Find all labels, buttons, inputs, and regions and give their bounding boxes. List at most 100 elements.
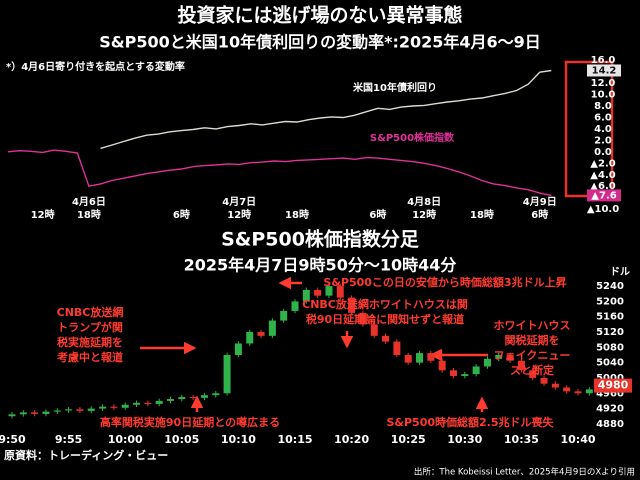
x-tick-label: 10:15	[277, 433, 312, 446]
candle-body	[404, 354, 412, 363]
candle-body	[178, 397, 186, 399]
candle-body	[461, 374, 469, 377]
y-tick-label: ▲4.0	[590, 170, 615, 181]
candle-body	[348, 297, 356, 313]
annotation: S&P500この日の安値から時価総額3兆ドル上昇	[323, 275, 566, 289]
y-tick-label: 5120	[596, 327, 624, 338]
x-tick-label: 12時	[31, 208, 55, 221]
candle-body	[382, 335, 390, 342]
x-tick-label: 10:40	[560, 433, 595, 446]
candle-body	[370, 324, 378, 336]
candle-body	[257, 332, 265, 336]
annotation: フェイクニュー	[494, 349, 571, 362]
value-label: 4980	[598, 379, 629, 392]
annotation: ホワイトハウス	[494, 319, 571, 332]
candle-body	[76, 409, 84, 411]
y-tick-label: 5000	[596, 373, 624, 384]
y-tick-label: 5160	[596, 312, 624, 323]
annotation: 関税延期を	[505, 333, 560, 347]
y-tick-label: ▲6.0	[590, 181, 615, 192]
value-label: 14.2	[592, 65, 617, 76]
candle-body	[472, 366, 480, 375]
candle-body	[280, 310, 288, 321]
series-label: S&P500株価指数	[370, 131, 455, 144]
y-tick-label: 8.0	[594, 101, 612, 112]
x-tick-label: 10:35	[504, 433, 539, 446]
y-tick-label: 6.0	[594, 112, 612, 123]
value-label-bg	[594, 378, 632, 393]
candle-body	[449, 370, 457, 377]
y-tick-label: 4.0	[594, 124, 612, 135]
candle-body	[416, 353, 424, 363]
title: 投資家には逃げ場のない異常事態	[177, 4, 462, 27]
candle-body	[99, 406, 107, 409]
note: *）4月6日寄り付きを起点とする変動率	[6, 60, 185, 73]
candle-body	[144, 402, 152, 404]
x-tick-label: 10:30	[447, 433, 482, 446]
candle-body	[563, 387, 571, 392]
candle-body	[529, 370, 537, 378]
series-line	[100, 69, 552, 150]
annotation: 税90日延期論に関知せずと報道	[306, 312, 464, 326]
x-tick-label: 10:05	[164, 433, 199, 446]
annotation: 税実施延期を	[57, 335, 123, 349]
candle-body	[87, 408, 95, 411]
candle-body	[427, 353, 435, 361]
subtitle-2: 2025年4月7日9時50分〜10時44分	[184, 256, 457, 275]
annotation: 高率関税実施90日延期との噂広まる	[100, 415, 280, 429]
y-tick-label: 10.0	[591, 90, 616, 101]
candle-body	[212, 393, 220, 396]
title-2: S&P500株価指数分足	[221, 228, 420, 251]
source-left: 原資料：トレーディング・ビュー	[4, 448, 168, 462]
y-tick-label: ▲2.0	[590, 158, 615, 169]
source-right: 出所：The Kobeissi Letter、2025年4月9日のXより引用	[414, 467, 635, 478]
candle-body	[189, 397, 197, 399]
annotation: S&P500時価総額2.5兆ドル喪失	[386, 415, 554, 429]
subtitle: S&P500と米国10年債利回りの変動率*:2025年4月6〜9日	[99, 33, 541, 52]
x-tick-label: 6時	[531, 208, 548, 221]
y-tick-label: 5080	[596, 342, 624, 353]
date-label: 4月9日	[523, 196, 557, 208]
x-tick-label: 18時	[470, 208, 494, 221]
candle-body	[166, 399, 174, 401]
candle-body	[155, 400, 163, 404]
date-label: 4月7日	[222, 196, 256, 208]
value-label-bg	[587, 64, 621, 77]
candle-body	[506, 354, 514, 361]
candle-body	[223, 354, 231, 394]
x-tick-label: 18時	[77, 208, 101, 221]
candle-body	[325, 286, 333, 296]
candle-body	[268, 320, 276, 336]
annotation: CNBC放送網	[57, 305, 124, 319]
candle-body	[302, 289, 310, 302]
x-tick-label: 18時	[285, 208, 309, 221]
x-tick-label: 10:00	[108, 433, 143, 446]
x-tick-label: 6時	[369, 208, 386, 221]
annotation: トランプが関	[57, 320, 123, 334]
candle-body	[483, 358, 491, 367]
candle-body	[8, 414, 16, 417]
arrows	[140, 276, 489, 412]
x-tick-label: 12時	[227, 208, 251, 221]
candle-body	[246, 332, 254, 344]
candle-body	[42, 411, 50, 414]
x-tick-label: 10:25	[391, 433, 426, 446]
x-tick-label: 12時	[412, 208, 436, 221]
annotation: スと断定	[510, 363, 554, 377]
unit: ドル	[610, 266, 630, 278]
y-tick-label: 4920	[596, 404, 624, 415]
candle-body	[291, 301, 299, 311]
candle-body	[314, 289, 322, 296]
y-tick-label: 5040	[596, 358, 624, 369]
y-tick-label: 4880	[596, 419, 624, 430]
x-tick-label: 10:20	[334, 433, 369, 446]
y-tick-label: ▲10.0	[587, 204, 619, 215]
date-label: 4月8日	[407, 196, 441, 208]
y-tick-label: 2.0	[594, 135, 612, 146]
candle-body	[574, 391, 582, 394]
candle-body	[65, 409, 73, 411]
annotation: 考慮中と報道	[57, 350, 123, 364]
y-tick-label: 16.0	[591, 55, 616, 66]
x-tick-label: 10:10	[221, 433, 256, 446]
